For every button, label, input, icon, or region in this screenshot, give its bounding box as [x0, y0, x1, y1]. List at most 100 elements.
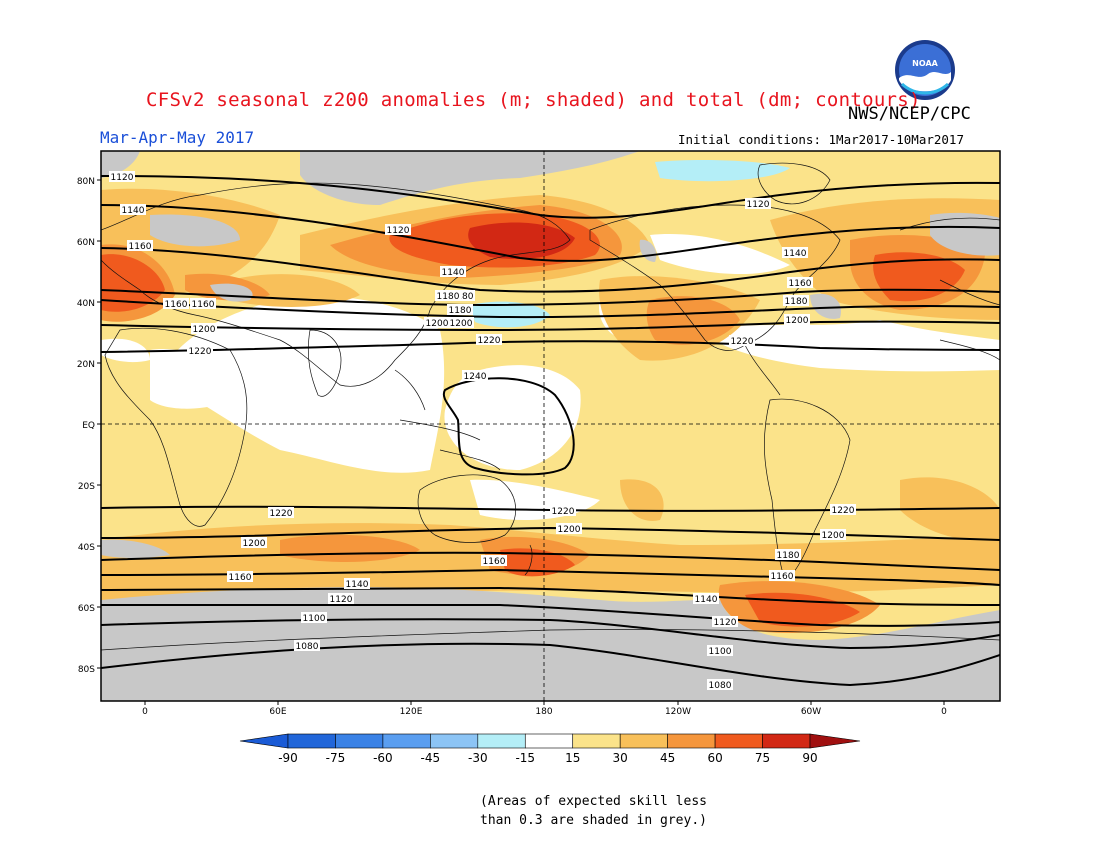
contour-label-background [820, 529, 846, 540]
lon-label: 120W [665, 707, 691, 717]
contour-label-background [268, 507, 294, 518]
contour-label: 1120 [387, 226, 410, 236]
contour-label: 1140 [784, 249, 807, 259]
contour-label-background [163, 298, 189, 309]
contour-label: 1160 [165, 300, 188, 310]
contour-label: 1220 [189, 347, 212, 357]
contour-label: 1180 [437, 292, 460, 302]
lat-label: 60S [78, 604, 95, 614]
lat-label: EQ [82, 421, 95, 431]
colorbar-swatch [430, 733, 479, 749]
agency-label: NWS/NCEP/CPC [848, 104, 971, 124]
skill-note-line-1: (Areas of expected skill less [480, 794, 707, 809]
colorbar: -90 -75 -60 -45 -30 -15 15 30 45 60 75 90 [239, 733, 861, 765]
contour-label: 1160 [192, 300, 215, 310]
colorbar-under-arrow [239, 733, 289, 749]
colorbar-swatch [762, 733, 811, 749]
latitude-ticks [97, 179, 101, 669]
contour-label-background [190, 298, 216, 309]
colorbar-label: -90 [278, 751, 298, 765]
noaa-logo: NOAA [895, 40, 955, 100]
contour-label: 1140 [346, 580, 369, 590]
colorbar-label: 90 [802, 751, 817, 765]
lat-label: 40N [77, 299, 95, 309]
contour-label: 1200 [450, 319, 473, 329]
contour-label: 1220 [731, 337, 754, 347]
contour-label: 1200 [786, 316, 809, 326]
colorbar-swatch [714, 733, 763, 749]
contour-label: 1100 [709, 647, 732, 657]
colorbar-swatch [667, 733, 716, 749]
contour-label: 1200 [193, 325, 216, 335]
contour-label-background [120, 204, 146, 215]
contour-label-background [435, 290, 461, 301]
contour-label: 1200 [243, 539, 266, 549]
lon-label: 0 [941, 707, 947, 717]
contour-label-background [712, 616, 738, 627]
contour-label-background [449, 290, 475, 301]
height-contours [101, 174, 1000, 687]
initial-conditions-label: Initial conditions: 1Mar2017-10Mar2017 [678, 132, 964, 147]
contour-label: 1140 [122, 206, 145, 216]
latitude-labels: 80N 60N 40N 20N EQ 20S 40S 60S 80S [77, 177, 95, 675]
contour-label-background [191, 323, 217, 334]
contour-label: 1220 [478, 336, 501, 346]
noaa-logo-text: NOAA [912, 59, 938, 68]
contour-label-background [440, 266, 466, 277]
contour-label: 1240 [464, 372, 487, 382]
contour-label: 1120 [330, 595, 353, 605]
longitude-ticks [144, 701, 945, 705]
contour-label-background [784, 314, 810, 325]
contour-label-background [109, 171, 135, 182]
contour-label: 1220 [270, 509, 293, 519]
lat-label: 80S [78, 665, 95, 675]
map-frame [100, 150, 1001, 702]
colorbar-swatch [287, 733, 336, 749]
colorbar-swatch [382, 733, 431, 749]
colorbar-label: -45 [421, 751, 441, 765]
contour-label-background [745, 198, 771, 209]
colorbar-label: -30 [468, 751, 488, 765]
colorbar-label: 45 [660, 751, 675, 765]
contour-label: 1160 [483, 557, 506, 567]
contour-labels: 1120 1140 1160 1160 1180 1200 1220 1120 1140 1180… [109, 171, 856, 691]
colorbar-label: -60 [373, 751, 393, 765]
colorbar-swatch [477, 733, 526, 749]
contour-label-background [328, 593, 354, 604]
colorbar-swatch [335, 733, 384, 749]
longitude-labels: 0 60E 120E 180 120W 60W 0 [142, 707, 947, 717]
lat-label: 40S [78, 543, 95, 553]
contour-label-background [385, 224, 411, 235]
map-panel: 1120 1140 1160 1160 1180 1200 1220 1120 1140 1180… [101, 151, 1000, 701]
lat-label: 20S [78, 482, 95, 492]
coastlines [101, 162, 1000, 651]
figure-title: CFSv2 seasonal z200 anomalies (m; shaded… [146, 89, 921, 111]
colorbar-over-arrow [809, 733, 861, 749]
contour-label-background [693, 593, 719, 604]
colorbar-swatch [619, 733, 668, 749]
contour-label-background [556, 523, 582, 534]
contour-label: 1180 [451, 292, 474, 302]
contour-label-background [344, 578, 370, 589]
contour-label: 1160 [789, 279, 812, 289]
contour-label: 1140 [442, 268, 465, 278]
contour-label: 1100 [303, 614, 326, 624]
contour-label: 1220 [832, 506, 855, 516]
contour-label-background [294, 640, 320, 651]
contour-label-background [447, 304, 473, 315]
contour-label-background [462, 370, 488, 381]
lon-label: 60W [801, 707, 821, 717]
contour-label-background [301, 612, 327, 623]
contour-label-background [187, 345, 213, 356]
colorbar-label: -75 [326, 751, 346, 765]
contour-label-background [782, 247, 808, 258]
colorbar-label: 60 [707, 751, 722, 765]
contour-label: 1180 [449, 306, 472, 316]
contour-label-background [227, 571, 253, 582]
colorbar-swatch [524, 733, 574, 749]
contour-label: 1160 [229, 573, 252, 583]
colorbar-label: 75 [755, 751, 770, 765]
lon-label: 60E [269, 707, 286, 717]
contour-label: 1080 [296, 642, 319, 652]
